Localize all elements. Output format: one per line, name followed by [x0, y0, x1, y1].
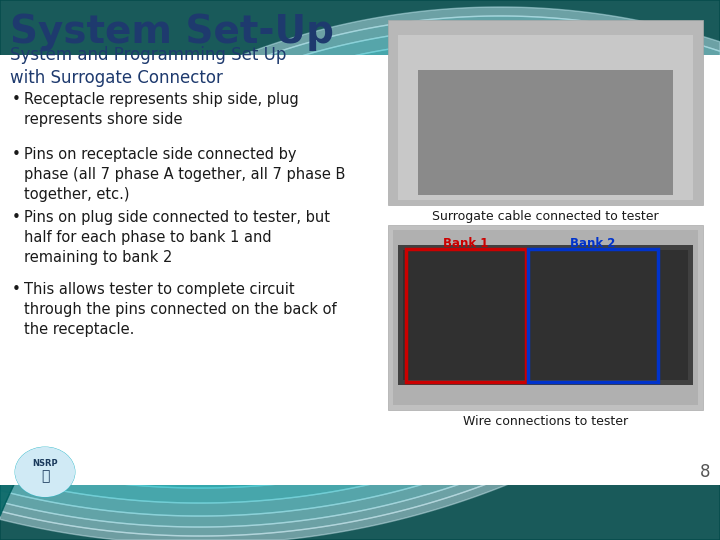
FancyBboxPatch shape — [0, 55, 720, 485]
FancyBboxPatch shape — [398, 245, 693, 385]
Text: Pins on receptacle side connected by
phase (all 7 phase A together, all 7 phase : Pins on receptacle side connected by pha… — [24, 147, 346, 201]
Text: ⛵: ⛵ — [41, 469, 49, 483]
FancyBboxPatch shape — [403, 250, 688, 380]
FancyBboxPatch shape — [393, 230, 698, 405]
Text: •: • — [12, 92, 21, 107]
Text: Wire connections to tester: Wire connections to tester — [463, 415, 628, 428]
Ellipse shape — [16, 448, 74, 496]
Text: Surrogate cable connected to tester: Surrogate cable connected to tester — [432, 210, 659, 223]
Text: NSRP: NSRP — [32, 460, 58, 469]
Text: 8: 8 — [700, 463, 710, 481]
Text: This allows tester to complete circuit
through the pins connected on the back of: This allows tester to complete circuit t… — [24, 282, 337, 336]
Text: •: • — [12, 282, 21, 297]
Text: Receptacle represents ship side, plug
represents shore side: Receptacle represents ship side, plug re… — [24, 92, 299, 127]
Text: •: • — [12, 147, 21, 162]
Text: System and Programming Set Up
with Surrogate Connector: System and Programming Set Up with Surro… — [10, 46, 287, 87]
Text: Pins on plug side connected to tester, but
half for each phase to bank 1 and
rem: Pins on plug side connected to tester, b… — [24, 210, 330, 265]
Text: System Set-Up: System Set-Up — [10, 13, 334, 51]
FancyBboxPatch shape — [418, 70, 673, 195]
Text: Bank 1: Bank 1 — [444, 237, 489, 250]
FancyBboxPatch shape — [398, 35, 693, 200]
FancyBboxPatch shape — [388, 225, 703, 410]
FancyBboxPatch shape — [388, 20, 703, 205]
Text: •: • — [12, 210, 21, 225]
Text: Bank 2: Bank 2 — [570, 237, 616, 250]
